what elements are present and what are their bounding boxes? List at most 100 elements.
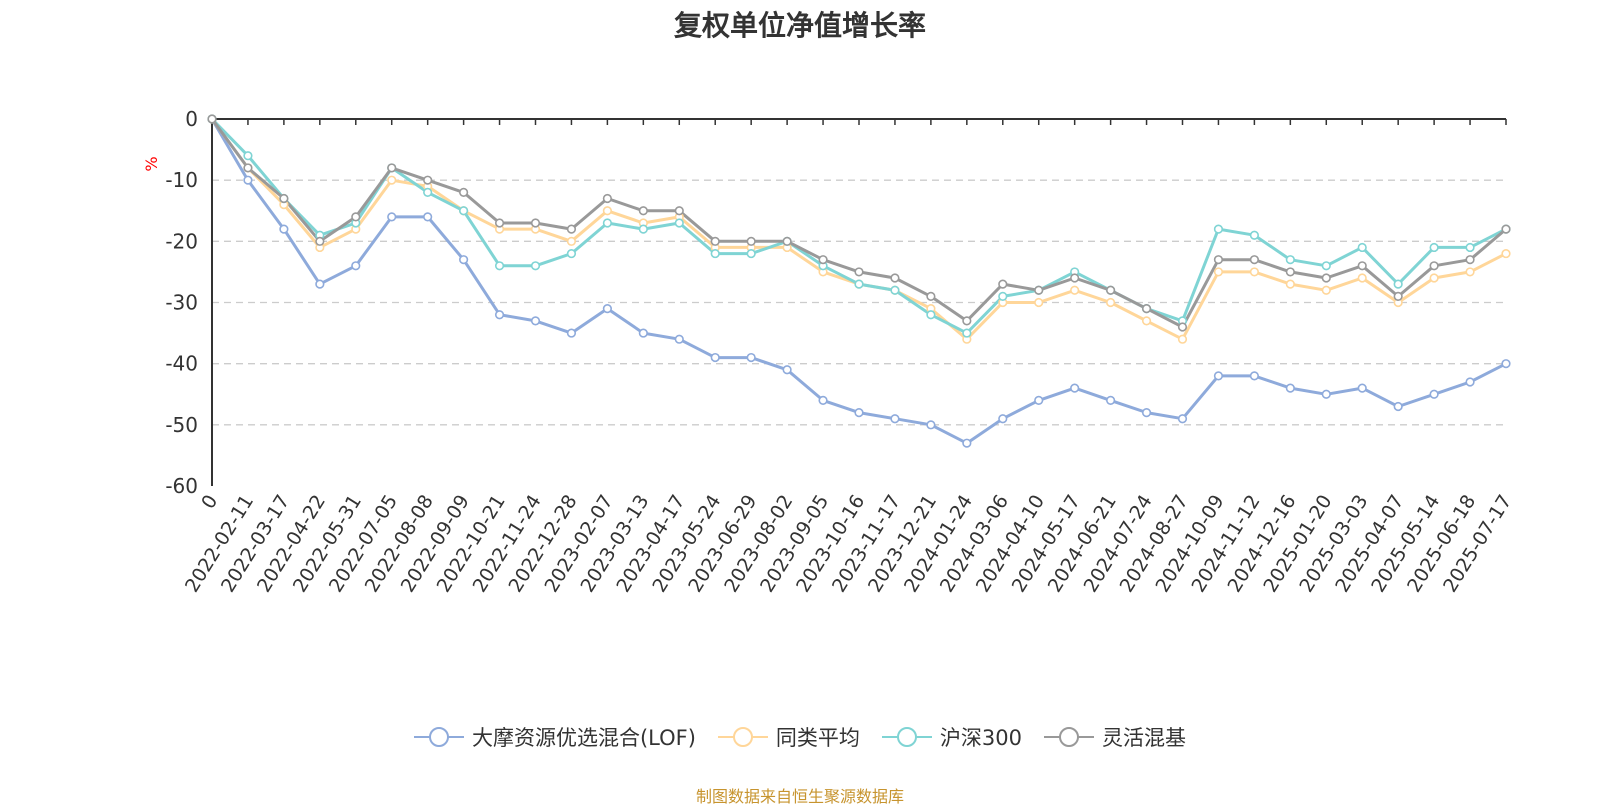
data-point xyxy=(1249,267,1259,277)
data-point xyxy=(782,365,792,375)
data-point xyxy=(746,248,756,259)
data-point xyxy=(1034,285,1044,295)
data-point xyxy=(1034,395,1044,405)
data-point xyxy=(1321,273,1331,283)
data-point xyxy=(818,255,828,265)
data-point xyxy=(207,114,217,124)
data-point xyxy=(602,206,612,216)
data-point xyxy=(638,328,648,338)
data-point xyxy=(1070,383,1080,393)
data-point xyxy=(782,236,792,246)
data-point xyxy=(962,328,972,338)
data-point xyxy=(1177,334,1188,344)
data-point xyxy=(243,151,253,161)
data-point xyxy=(566,236,577,246)
data-point xyxy=(1070,273,1080,283)
legend-item[interactable]: 灵活混基 xyxy=(1044,722,1186,752)
legend-item[interactable]: 大摩资源优选混合(LOF) xyxy=(413,722,696,752)
y-tick-label: -40 xyxy=(165,352,198,376)
data-point xyxy=(854,267,864,277)
data-point xyxy=(890,285,900,295)
data-point xyxy=(530,261,541,271)
data-point xyxy=(279,193,289,204)
legend-label: 同类平均 xyxy=(775,726,860,750)
legend-label: 灵活混基 xyxy=(1102,726,1187,750)
data-point xyxy=(494,261,505,271)
data-point xyxy=(351,212,361,222)
data-point xyxy=(602,304,612,314)
data-point xyxy=(602,193,612,204)
data-point xyxy=(746,236,756,246)
y-tick-label: -10 xyxy=(165,168,198,192)
data-point xyxy=(243,175,253,185)
data-point xyxy=(962,316,972,326)
data-point xyxy=(854,408,864,418)
data-point xyxy=(1501,224,1511,234)
data-point xyxy=(1357,383,1367,393)
data-point xyxy=(710,248,720,259)
data-point xyxy=(854,279,864,289)
data-point xyxy=(1357,273,1367,283)
legend-swatch-icon xyxy=(717,727,768,747)
source-note: 制图数据来自恒生聚源数据库 xyxy=(695,787,904,806)
y-tick-label: -30 xyxy=(165,291,198,315)
data-point xyxy=(1106,297,1116,308)
data-point xyxy=(423,175,433,185)
data-point xyxy=(1429,261,1439,271)
series-line xyxy=(210,118,1507,341)
data-point xyxy=(423,187,433,197)
data-point xyxy=(710,236,720,246)
data-point xyxy=(674,218,684,228)
data-point xyxy=(1249,371,1259,381)
data-point xyxy=(1321,285,1331,295)
data-point xyxy=(1429,273,1439,283)
data-point xyxy=(279,224,289,234)
chart-title: 复权单位净值增长率 xyxy=(673,9,926,42)
data-point xyxy=(1213,224,1224,234)
data-point xyxy=(459,255,469,265)
data-point xyxy=(926,310,936,320)
y-tick-label: -20 xyxy=(165,229,198,253)
y-tick-label: -60 xyxy=(165,474,198,498)
data-point xyxy=(1285,279,1295,289)
data-point xyxy=(1141,316,1152,326)
data-point xyxy=(1501,359,1511,369)
legend-label: 大摩资源优选混合(LOF) xyxy=(471,726,696,750)
data-point xyxy=(459,206,469,216)
data-point xyxy=(746,352,756,363)
x-tick-label: 0 xyxy=(197,491,222,513)
data-point xyxy=(1285,267,1295,277)
data-point xyxy=(566,224,577,234)
data-point xyxy=(1213,371,1224,381)
data-point xyxy=(1249,255,1259,265)
axes: 0-10-20-30-40-50-6002022-02-112022-03-17… xyxy=(165,107,1516,596)
legend-item[interactable]: 沪深300 xyxy=(881,722,1022,752)
data-point xyxy=(1106,395,1116,405)
data-point xyxy=(1285,383,1295,393)
data-point xyxy=(710,352,720,363)
data-point xyxy=(1321,389,1331,399)
data-point xyxy=(1393,279,1403,289)
data-point xyxy=(1141,408,1152,418)
data-point xyxy=(387,212,397,222)
data-point xyxy=(423,212,433,222)
data-point xyxy=(315,279,325,289)
data-point xyxy=(459,187,469,197)
data-point xyxy=(1213,255,1224,265)
data-point xyxy=(1249,230,1259,240)
data-point xyxy=(315,236,325,246)
data-point xyxy=(530,218,541,228)
legend-swatch-icon xyxy=(881,727,932,747)
data-point xyxy=(530,316,541,326)
legend-item[interactable]: 同类平均 xyxy=(717,722,860,752)
data-point xyxy=(566,248,577,259)
data-point xyxy=(1465,267,1475,277)
data-point xyxy=(890,414,900,424)
data-point xyxy=(1070,285,1080,295)
legend-swatch-icon xyxy=(1044,727,1095,747)
y-axis-unit-label: % xyxy=(142,156,161,171)
data-point xyxy=(494,218,505,228)
data-point xyxy=(1177,414,1188,424)
data-point xyxy=(674,206,684,216)
